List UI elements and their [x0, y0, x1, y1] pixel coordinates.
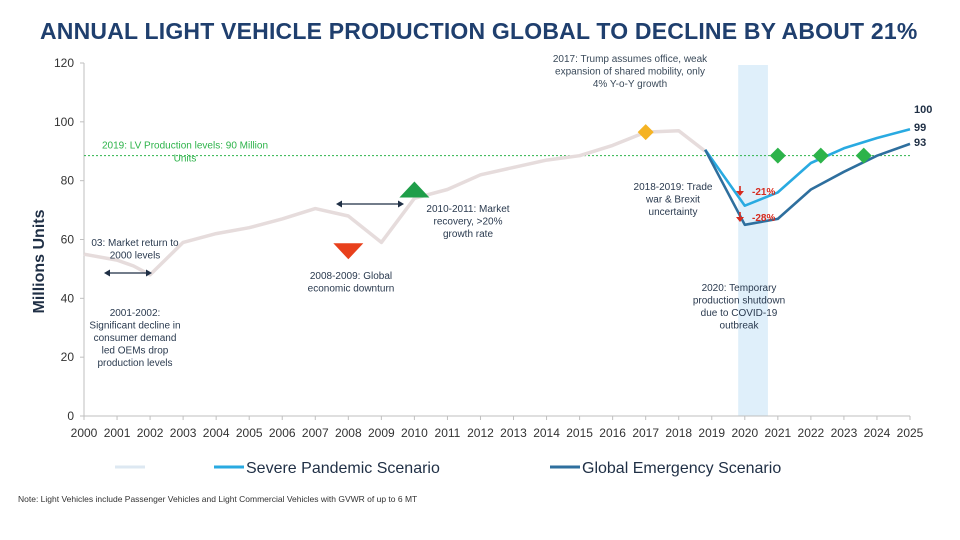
x-tick-label: 2023: [831, 426, 858, 440]
annotation-2020-covid-line: 2020: Temporary: [702, 283, 777, 294]
x-tick-label: 2012: [467, 426, 494, 440]
reference-line-label-line: 2019: LV Production levels: 90 Million: [102, 141, 268, 152]
drop-arrow-21-head: [736, 191, 744, 196]
annotation-2008-2009-line: economic downturn: [308, 284, 395, 295]
annotation-2010-2011-line: growth rate: [443, 229, 493, 240]
annotation-2017-line: 4% Y-o-Y growth: [593, 79, 667, 90]
reference-line-label-line: Units: [174, 154, 197, 165]
annotation-market-return: 03: Market return to 2000 levels: [91, 238, 179, 262]
y-tick-label: 40: [61, 291, 75, 305]
x-tick-label: 2020: [731, 426, 758, 440]
annotation-2001-2002-line: led OEMs drop: [102, 346, 169, 357]
y-tick-label: 60: [61, 233, 75, 247]
triangle-up-marker: [399, 181, 430, 198]
y-tick-label: 20: [61, 350, 75, 364]
y-tick-label: 100: [54, 115, 74, 129]
annotation-2001-2002-line: Significant decline in: [89, 321, 180, 332]
legend-label: Severe Pandemic Scenario: [246, 460, 440, 477]
y-tick-label: 120: [54, 56, 74, 70]
x-tick-label: 2025: [897, 426, 924, 440]
annotation-2020-covid-line: due to COVID-19: [701, 308, 778, 319]
x-tick-label: 2015: [566, 426, 593, 440]
x-tick-label: 2016: [599, 426, 626, 440]
x-tick-label: 2019: [698, 426, 725, 440]
covid-highlight-band: [738, 65, 768, 416]
x-tick-label: 2010: [401, 426, 428, 440]
triangle-down-marker: [333, 243, 364, 260]
x-tick-label: 2001: [104, 426, 131, 440]
annotation-2008-2009-line: 2008-2009: Global: [310, 271, 392, 282]
x-tick-label: 2007: [302, 426, 329, 440]
x-tick-label: 2002: [137, 426, 164, 440]
annotation-2018-2019-line: war & Brexit: [645, 195, 700, 206]
period-arrow-2001-2002-head: [146, 269, 152, 277]
y-tick-label: 80: [61, 174, 75, 188]
annotation-2020-covid: 2020: Temporary production shutdown due to…: [693, 283, 785, 332]
annotation-2020-covid-line: outbreak: [720, 321, 760, 332]
x-tick-label: 2022: [798, 426, 825, 440]
x-tick-label: 2017: [632, 426, 659, 440]
drop-label-21: -21%: [752, 187, 775, 198]
x-tick-label: 2024: [864, 426, 891, 440]
annotation-2008-2009: 2008-2009: Global economic downturn: [308, 271, 395, 295]
chart-title: ANNUAL LIGHT VEHICLE PRODUCTION GLOBAL T…: [40, 18, 918, 44]
x-tick-label: 2005: [236, 426, 263, 440]
x-tick-label: 2021: [764, 426, 791, 440]
annotation-2018-2019: 2018-2019: Trade war & Brexit uncertainty: [634, 182, 713, 218]
drop-label-28: -28%: [752, 213, 775, 224]
annotation-2017: 2017: Trump assumes office, weak expansio…: [553, 54, 708, 90]
annotation-2018-2019-line: 2018-2019: Trade: [634, 182, 713, 193]
period-arrow-2008-2009-head: [398, 200, 404, 208]
annotation-2001-2002: 2001-2002: Significant decline in consumer…: [89, 308, 180, 369]
diamond-marker: [812, 147, 829, 164]
series-line-1: [83, 128, 707, 277]
annotation-2010-2011-line: 2010-2011: Market: [426, 204, 509, 215]
diamond-marker: [855, 147, 872, 164]
x-tick-label: 2011: [435, 426, 461, 440]
series-line-3: [704, 142, 911, 227]
footnote: Note: Light Vehicles include Passenger V…: [18, 494, 418, 504]
annotation-2020-covid-line: production shutdown: [693, 296, 785, 307]
x-tick-label: 2018: [665, 426, 692, 440]
annotation-2010-2011-line: recovery, >20%: [433, 217, 502, 228]
period-arrow-2008-2009-head: [336, 200, 342, 208]
x-tick-label: 2004: [203, 426, 230, 440]
annotation-2010-2011: 2010-2011: Market recovery, >20% growth ra…: [426, 204, 509, 240]
diamond-marker: [637, 124, 654, 141]
x-tick-label: 2006: [269, 426, 296, 440]
x-tick-label: 2003: [170, 426, 197, 440]
end-value-label: 99: [914, 122, 926, 134]
annotation-2018-2019-line: uncertainty: [649, 207, 698, 218]
x-tick-label: 2013: [500, 426, 527, 440]
legend-label: Global Emergency Scenario: [582, 460, 781, 477]
end-value-label: 93: [914, 137, 926, 149]
annotation-2017-line: expansion of shared mobility, only: [555, 67, 705, 78]
y-tick-label: 0: [67, 409, 74, 423]
annotation-2017-line: 2017: Trump assumes office, weak: [553, 54, 708, 65]
reference-line-label: 2019: LV Production levels: 90 Million Un…: [102, 141, 268, 165]
annotation-2001-2002-line: consumer demand: [94, 333, 177, 344]
x-tick-label: 2014: [533, 426, 560, 440]
x-tick-label: 2009: [368, 426, 395, 440]
x-tick-label: 2008: [335, 426, 362, 440]
period-arrow-2001-2002-head: [104, 269, 110, 277]
y-axis-label: Millions Units: [31, 209, 48, 313]
annotation-2001-2002-line: 2001-2002:: [110, 308, 161, 319]
annotation-market-return-line: 03: Market return to: [91, 238, 179, 249]
annotation-2001-2002-line: production levels: [97, 358, 172, 369]
annotation-market-return-line: 2000 levels: [110, 251, 161, 262]
end-value-label: 100: [914, 104, 932, 116]
drop-arrow-28-head: [736, 217, 744, 222]
series-line-2: [704, 127, 911, 207]
diamond-marker: [769, 147, 786, 164]
x-tick-label: 2000: [71, 426, 98, 440]
